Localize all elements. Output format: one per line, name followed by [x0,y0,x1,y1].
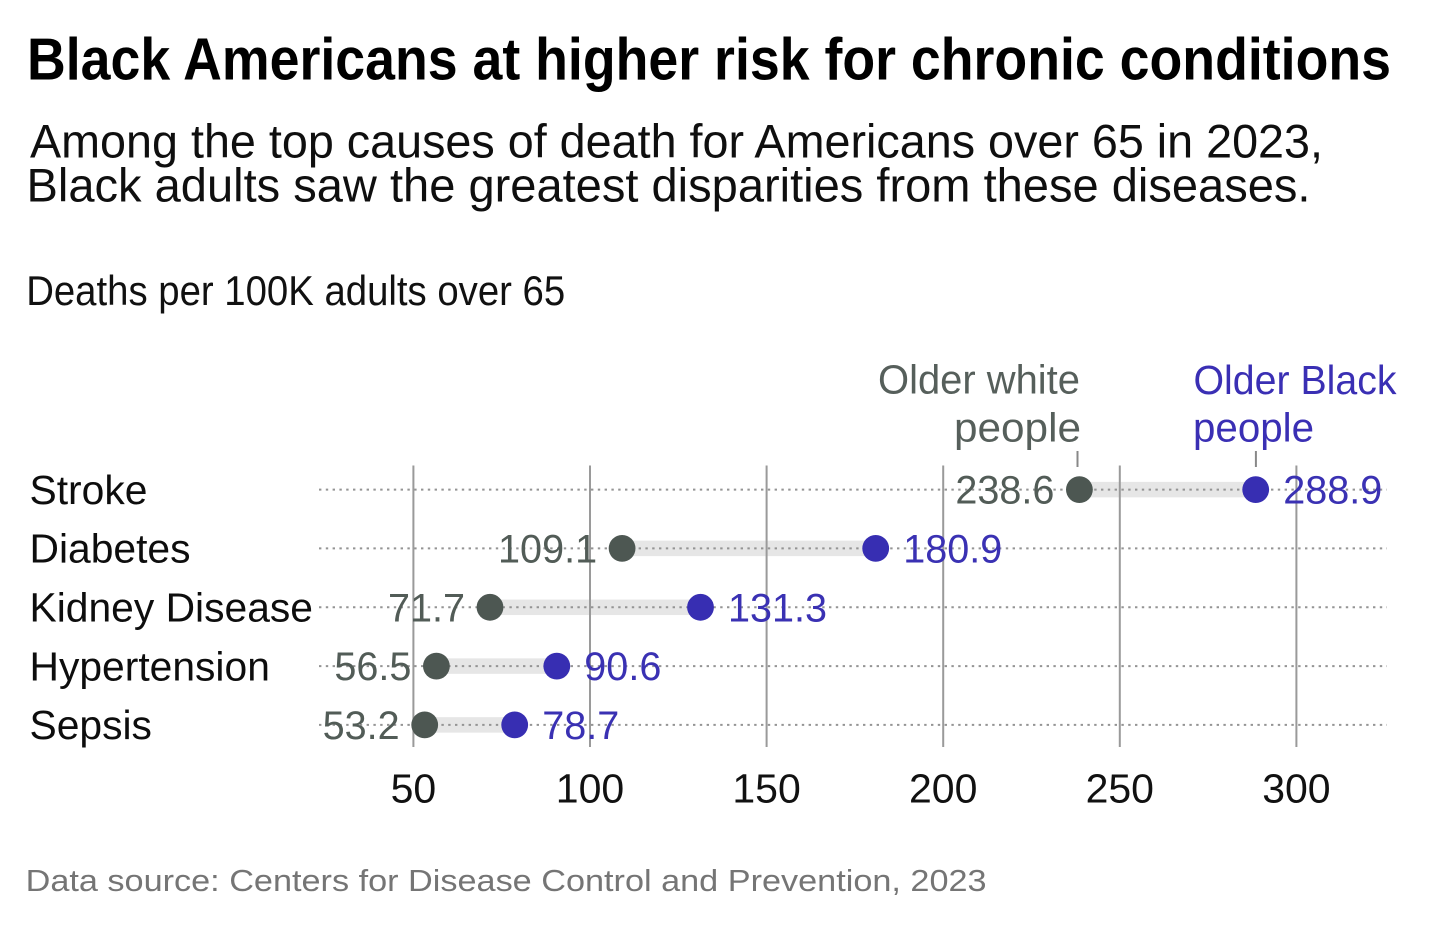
svg-text:180.9: 180.9 [903,527,1002,571]
svg-text:Kidney Disease: Kidney Disease [30,585,313,631]
svg-text:Black Americans at higher risk: Black Americans at higher risk for chron… [27,27,1391,93]
svg-text:Older white: Older white [878,357,1080,403]
svg-text:109.1: 109.1 [498,527,597,571]
svg-text:90.6: 90.6 [584,645,661,689]
svg-text:people: people [1193,405,1314,451]
svg-text:200: 200 [909,766,977,812]
svg-text:Black adults saw the greatest: Black adults saw the greatest disparitie… [27,159,1311,212]
svg-text:100: 100 [556,766,624,812]
svg-text:131.3: 131.3 [728,586,827,630]
svg-text:288.9: 288.9 [1283,469,1382,513]
svg-text:Older Black: Older Black [1194,357,1398,403]
svg-text:300: 300 [1262,766,1330,812]
svg-text:50: 50 [391,766,437,812]
svg-text:71.7: 71.7 [388,586,465,630]
svg-text:150: 150 [732,766,800,812]
svg-text:53.2: 53.2 [323,704,400,748]
svg-text:250: 250 [1086,766,1154,812]
svg-text:Stroke: Stroke [30,467,148,513]
svg-text:people: people [954,405,1081,451]
svg-text:Hypertension: Hypertension [30,643,270,689]
svg-text:Among the top causes of death: Among the top causes of death for Americ… [30,115,1323,168]
svg-text:Sepsis: Sepsis [30,702,152,748]
svg-text:78.7: 78.7 [542,704,619,748]
svg-text:Data source: Centers for Disea: Data source: Centers for Disease Control… [26,863,987,898]
svg-text:Deaths per 100K adults over 65: Deaths per 100K adults over 65 [26,267,565,314]
svg-text:56.5: 56.5 [334,645,411,689]
svg-text:238.6: 238.6 [955,469,1054,513]
svg-text:Diabetes: Diabetes [30,526,191,572]
